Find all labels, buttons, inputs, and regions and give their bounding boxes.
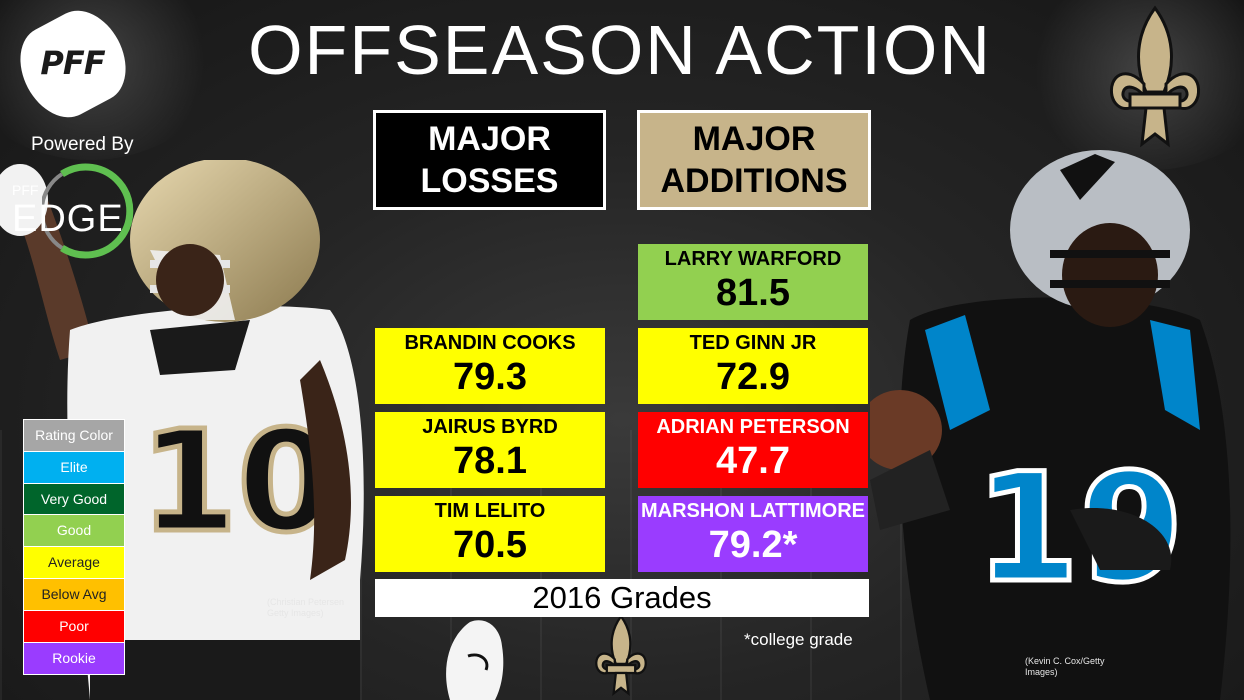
page-title: OFFSEASON ACTION (248, 11, 992, 89)
player-grade: 79.2* (708, 524, 798, 566)
player-grade: 72.9 (716, 356, 790, 398)
edge-small-text: PFF (12, 182, 39, 198)
saints-player-image: 10 (0, 160, 364, 700)
addition-card: TED GINN JR 72.9 (638, 328, 868, 404)
legend-row: Rookie (24, 642, 124, 675)
photo-credit-left: (Christian Petersen Getty Images) (267, 597, 344, 619)
edge-ring-icon (42, 163, 134, 259)
legend-row: Below Avg (24, 578, 124, 611)
addition-card: ADRIAN PETERSON 47.7 (638, 412, 868, 488)
legend-row: Poor (24, 610, 124, 643)
college-grade-note: *college grade (744, 630, 853, 649)
major-additions-line2: ADDITIONS (660, 162, 848, 200)
legend-row: Good (24, 515, 124, 548)
grades-label: 2016 Grades (375, 579, 869, 617)
glove-image (446, 620, 504, 700)
legend-row: Very Good (24, 483, 124, 516)
pff-logo-text: PFF (40, 44, 105, 83)
player-grade: 78.1 (453, 440, 527, 482)
player-grade: 70.5 (453, 524, 527, 566)
addition-card: LARRY WARFORD 81.5 (638, 244, 868, 320)
addition-card: MARSHON LATTIMORE 79.2* (638, 496, 868, 572)
loss-card: JAIRUS BYRD 78.1 (375, 412, 605, 488)
major-losses-line2: LOSSES (420, 162, 559, 200)
loss-card: BRANDIN COOKS 79.3 (375, 328, 605, 404)
player-name: TED GINN JR (689, 332, 817, 354)
player-grade: 79.3 (453, 356, 527, 398)
saints-fleur-de-lis-icon (1109, 5, 1201, 148)
major-additions-line1: MAJOR (692, 120, 816, 158)
player-name: MARSHON LATTIMORE (640, 500, 866, 522)
major-losses-header: MAJOR LOSSES (373, 110, 606, 210)
player-name: LARRY WARFORD (664, 248, 842, 270)
legend-row: Average (24, 547, 124, 579)
rating-color-legend: Rating Color Elite Very Good Good Averag… (23, 419, 125, 676)
credit-line: (Christian Petersen (267, 597, 345, 607)
panthers-player-image: 19 (870, 150, 1231, 700)
photo-credit-right: (Kevin C. Cox/Getty Images) (1025, 656, 1105, 678)
player-name: ADRIAN PETERSON (656, 416, 850, 438)
legend-row: Rating Color (24, 420, 124, 452)
credit-line: (Kevin C. Cox/Getty (1025, 656, 1105, 666)
player-grade: 81.5 (716, 272, 790, 314)
svg-text:10: 10 (140, 401, 335, 564)
major-losses-line1: MAJOR (428, 120, 551, 158)
saints-fleur-de-lis-icon (595, 614, 647, 696)
player-grade: 47.7 (716, 440, 790, 482)
edge-logo-text: EDGE (12, 198, 124, 240)
loss-card: TIM LELITO 70.5 (375, 496, 605, 572)
major-additions-header: MAJOR ADDITIONS (637, 110, 871, 210)
player-name: TIM LELITO (434, 500, 546, 522)
credit-line: Getty Images) (267, 608, 324, 618)
player-name: BRANDIN COOKS (404, 332, 576, 354)
player-name: JAIRUS BYRD (422, 416, 558, 438)
powered-by-label: Powered By (31, 134, 134, 155)
legend-row: Elite (24, 451, 124, 484)
credit-line: Images) (1025, 667, 1058, 677)
